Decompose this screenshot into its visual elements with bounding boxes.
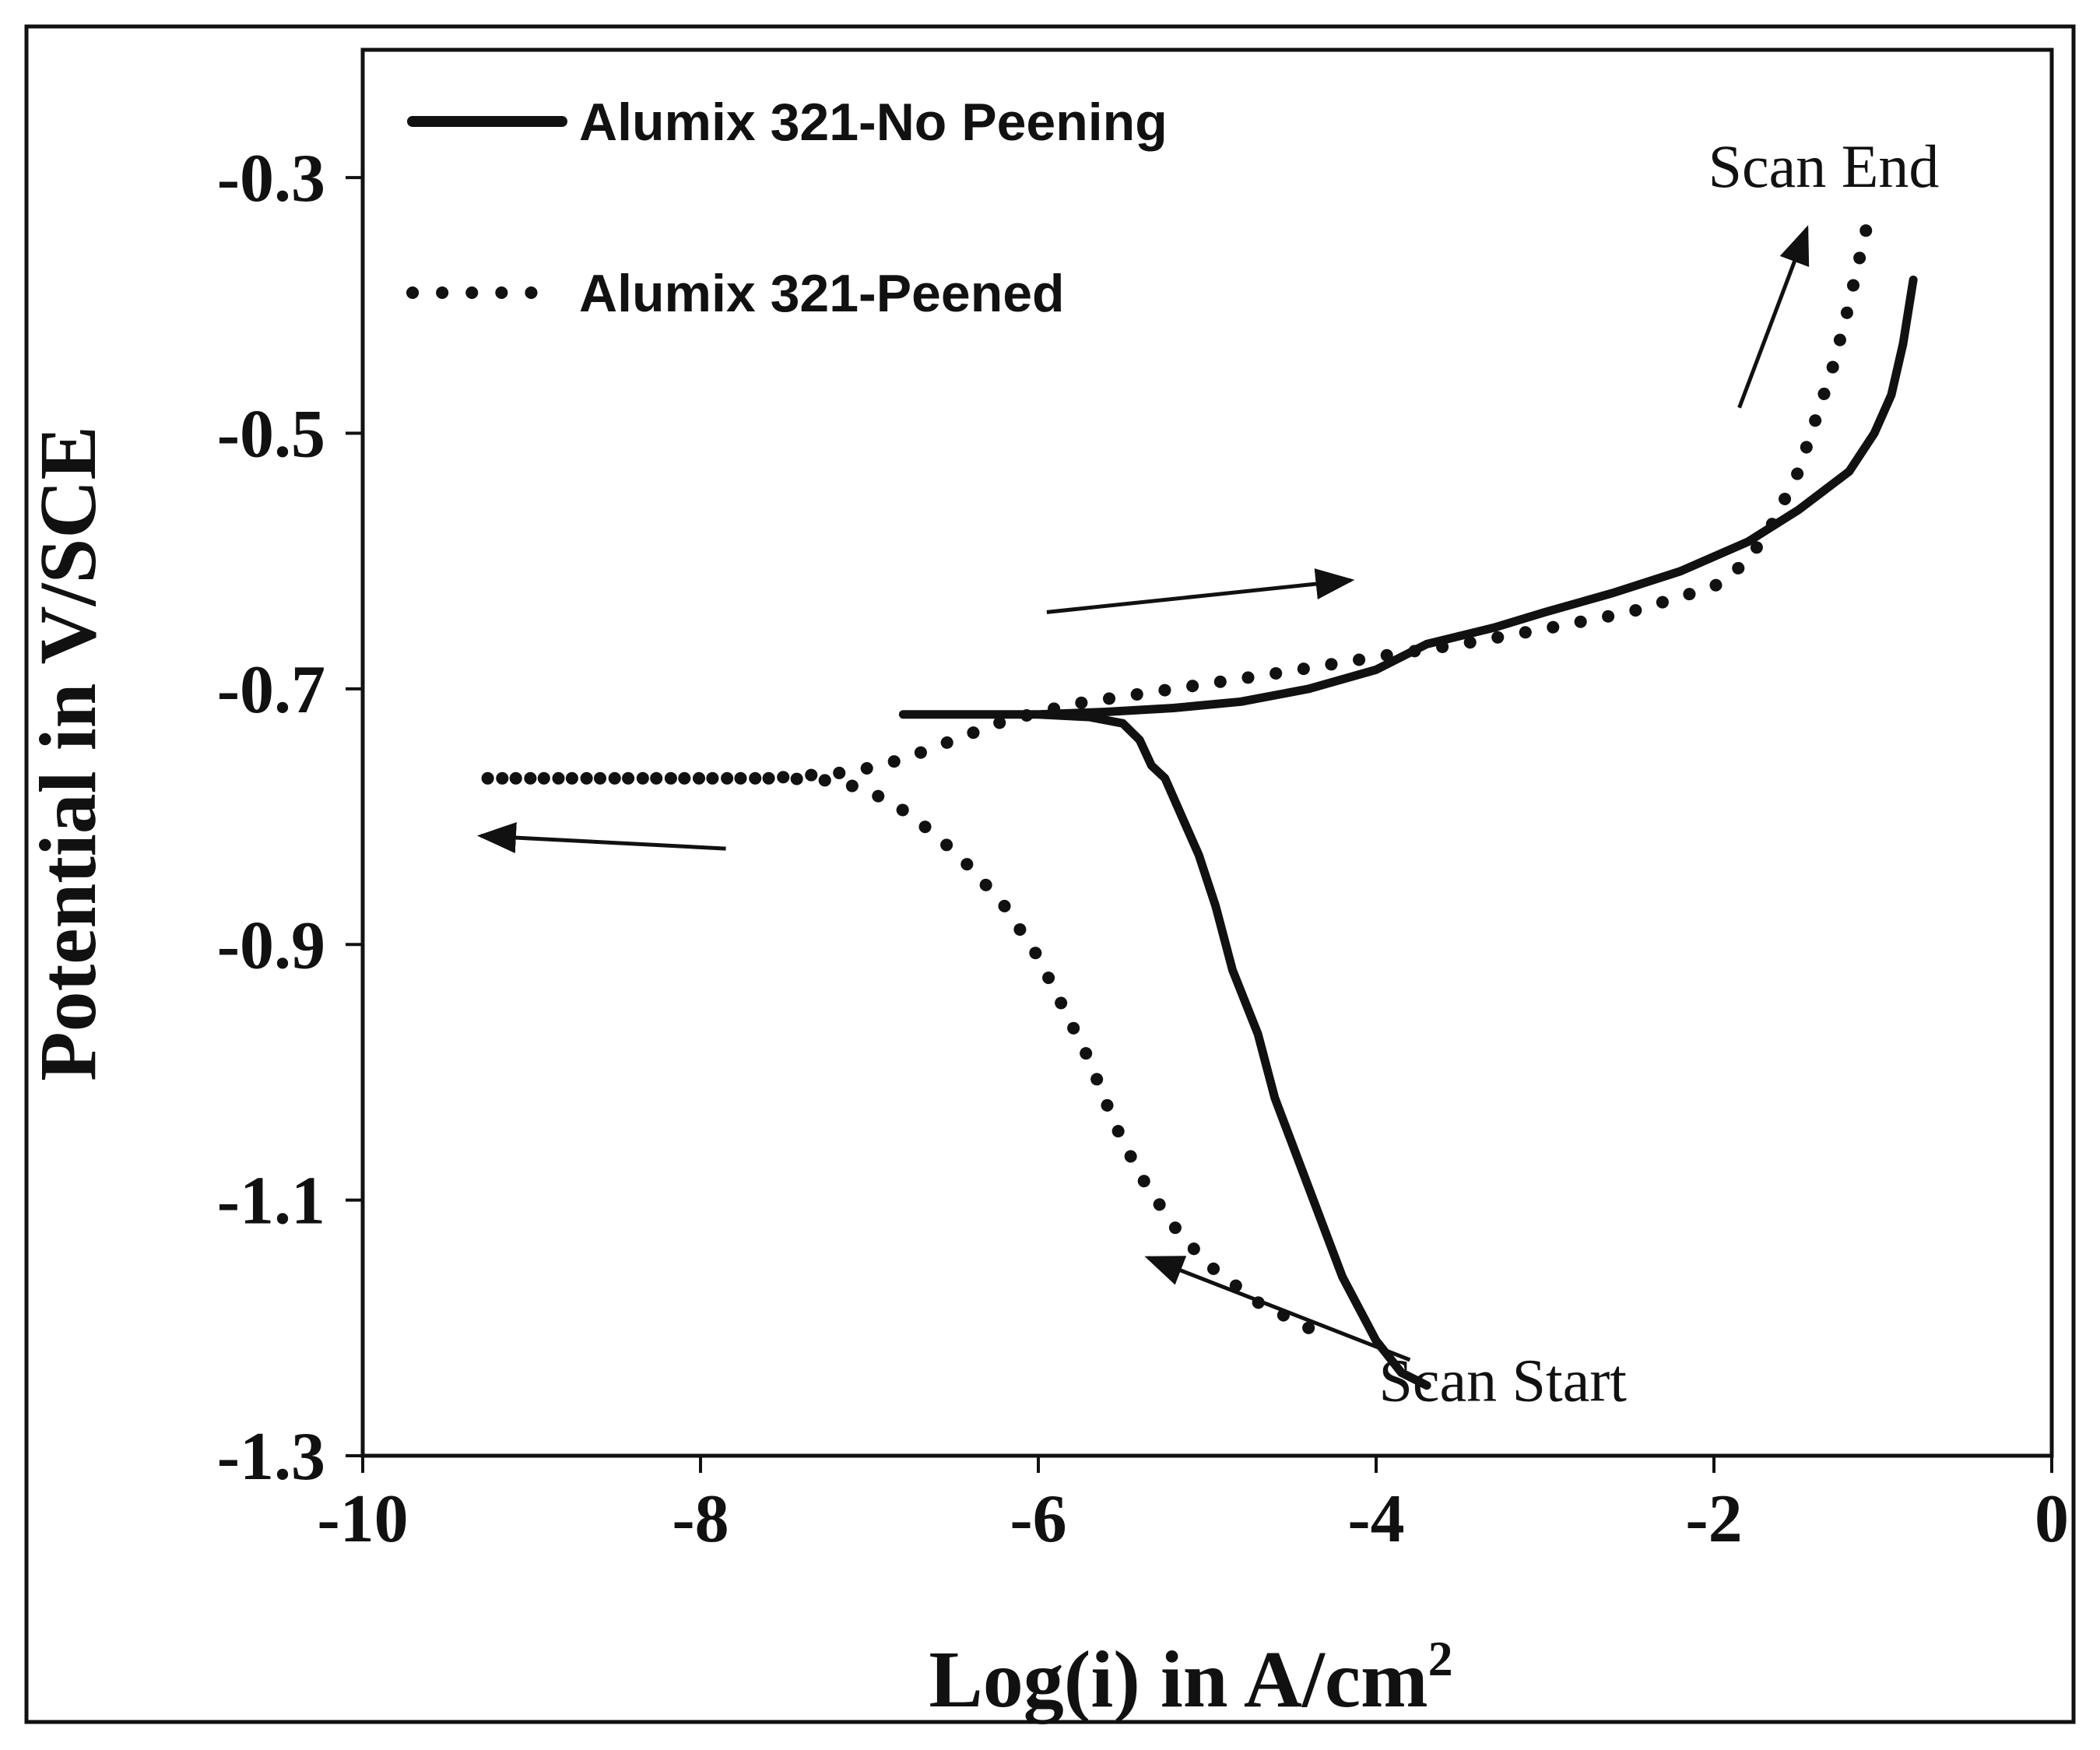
direction-arrow bbox=[1144, 1256, 1411, 1362]
legend: Alumix 321-No Peening Alumix 321-Peened bbox=[406, 93, 1168, 323]
y-tick-label: -0.9 bbox=[217, 908, 325, 983]
x-tick-label: -2 bbox=[1685, 1481, 1742, 1557]
series-line-peened bbox=[474, 209, 1876, 1334]
x-tick-label: 0 bbox=[2035, 1481, 2069, 1557]
direction-arrow bbox=[1737, 225, 1810, 409]
figure-border bbox=[24, 24, 2076, 1724]
arrow-layer bbox=[476, 225, 1810, 1362]
y-tick-label: -0.5 bbox=[217, 397, 325, 473]
x-axis-title-superscript: 2 bbox=[1428, 1631, 1453, 1686]
y-axis-ticks: -0.3 -0.5 -0.7 -0.9 -1.1 -1.3 bbox=[217, 141, 363, 1495]
legend-label-peened: Alumix 321-Peened bbox=[579, 264, 1065, 323]
x-axis-title: Log(i) in A/cm2 bbox=[929, 1631, 1452, 1724]
legend-label-no-peening: Alumix 321-No Peening bbox=[579, 93, 1168, 152]
plot-area-border bbox=[360, 47, 2054, 1458]
direction-arrow bbox=[476, 822, 726, 854]
series-line-no-peening bbox=[898, 276, 1918, 1390]
y-tick-label: -1.1 bbox=[217, 1164, 325, 1239]
y-tick-label: -1.3 bbox=[217, 1419, 325, 1495]
y-tick-label: -0.3 bbox=[217, 141, 325, 216]
x-axis-ticks: -10 -8 -6 -4 -2 0 bbox=[317, 1456, 2069, 1557]
scan-start-annotation: Scan Start bbox=[1379, 1346, 1628, 1414]
scan-end-annotation: Scan End bbox=[1708, 132, 1940, 200]
y-tick-label: -0.7 bbox=[217, 652, 325, 728]
x-tick-label: -8 bbox=[672, 1481, 729, 1557]
direction-arrow bbox=[1046, 568, 1355, 614]
series-layer bbox=[474, 209, 1918, 1390]
x-axis-title-main: Log(i) in A/cm bbox=[929, 1635, 1428, 1724]
x-tick-label: -4 bbox=[1347, 1481, 1404, 1557]
x-tick-label: -10 bbox=[317, 1481, 408, 1557]
y-axis-title: Potential in V/SCE bbox=[23, 426, 113, 1081]
x-tick-label: -6 bbox=[1010, 1481, 1066, 1557]
